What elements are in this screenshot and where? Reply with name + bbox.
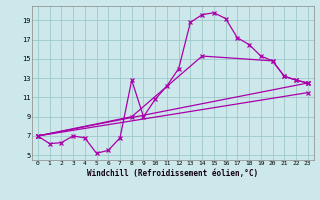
X-axis label: Windchill (Refroidissement éolien,°C): Windchill (Refroidissement éolien,°C) bbox=[87, 169, 258, 178]
